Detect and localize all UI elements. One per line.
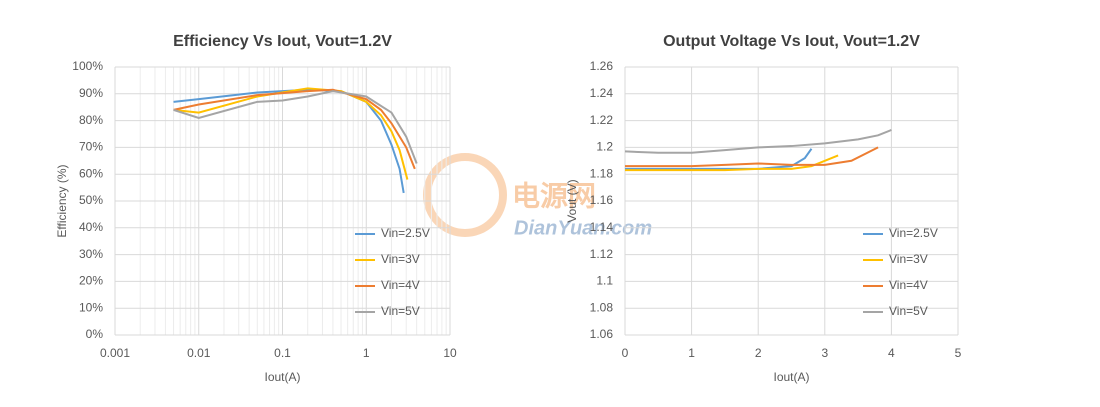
legend-label: Vin=4V [381,278,420,292]
watermark-name: 电源网 [512,180,596,211]
watermark-logo [423,153,507,237]
watermark-url: DianYuan.com [514,217,652,239]
y-tick-label: 60% [79,166,103,180]
x-tick-label: 1 [363,346,370,360]
x-tick-label: 1 [688,346,695,360]
legend-label: Vin=3V [889,252,928,266]
x-tick-label: 5 [955,346,962,360]
legend-label: Vin=5V [889,304,928,318]
x-tick-label: 0 [622,346,629,360]
line-series [625,146,879,168]
line-series [625,154,839,172]
y-tick-label: 1.2 [596,140,613,154]
legend-label: Vin=4V [889,278,928,292]
x-tick-label: 0.01 [187,346,211,360]
x-axis-label: Iout(A) [264,370,300,384]
y-tick-label: 100% [72,59,103,73]
line-series [173,88,416,170]
line-series [173,90,418,164]
chart: Output Voltage Vs Iout, Vout=1.2V Iout(A)… [565,33,961,384]
y-tick-label: 0% [86,327,104,341]
y-tick-label: 1.14 [590,220,614,234]
x-tick-label: 4 [888,346,895,360]
legend-label: Vin=2.5V [889,226,938,240]
x-tick-label: 3 [821,346,828,360]
x-tick-label: 10 [443,346,457,360]
x-tick-label: 2 [755,346,762,360]
y-tick-label: 50% [79,193,103,207]
y-tick-label: 80% [79,113,103,127]
x-tick-label: 0.1 [274,346,291,360]
y-tick-label: 1.24 [590,86,614,100]
y-tick-label: 30% [79,247,103,261]
y-axis-label: Efficiency (%) [55,164,69,237]
y-tick-label: 1.12 [590,247,614,261]
y-tick-label: 10% [79,300,103,314]
y-tick-label: 1.16 [590,193,614,207]
chart-title: Output Voltage Vs Iout, Vout=1.2V [663,33,920,50]
chart-title: Efficiency Vs Iout, Vout=1.2V [173,33,392,50]
chart: Efficiency Vs Iout, Vout=1.2V Iout(A) Effi… [55,33,457,384]
y-tick-label: 1.18 [590,166,614,180]
x-axis-label: Iout(A) [773,370,809,384]
y-tick-label: 70% [79,140,103,154]
y-tick-label: 1.08 [590,300,614,314]
line-series [624,129,892,154]
legend-label: Vin=2.5V [381,226,430,240]
watermark: 电源网 DianYuan.com [423,153,652,239]
x-tick-label: 0.001 [100,346,130,360]
y-axis-label: Vout (V) [565,179,579,222]
legend-label: Vin=5V [381,304,420,318]
y-tick-label: 1.26 [590,59,614,73]
y-tick-label: 1.06 [590,327,614,341]
y-tick-label: 1.22 [590,113,614,127]
y-tick-label: 20% [79,274,103,288]
legend-label: Vin=3V [381,252,420,266]
y-tick-label: 90% [79,86,103,100]
y-tick-label: 1.1 [596,274,613,288]
y-tick-label: 40% [79,220,103,234]
